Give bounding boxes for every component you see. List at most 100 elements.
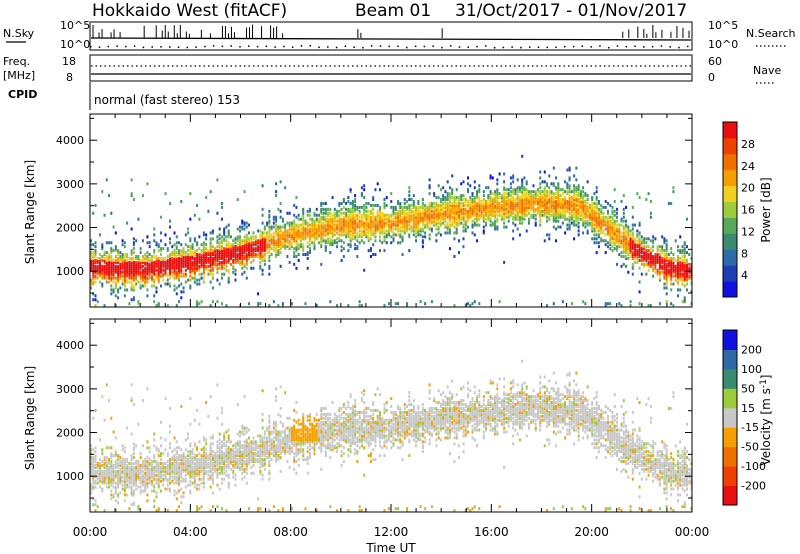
velocity-cell [164,487,167,491]
velocity-cell [112,469,115,473]
power-cell [471,198,474,202]
power-cell [602,219,605,223]
power-cell [564,203,567,207]
power-cell [591,207,594,211]
power-cell [566,217,569,221]
power-cell [615,219,618,223]
velocity-cell [121,461,124,465]
power-cell [401,223,404,227]
power-cell [288,235,291,239]
power-cell [573,219,576,223]
velocity-cell [119,477,122,481]
power-cell [241,266,244,270]
power-cell [573,186,576,190]
power-cell [527,194,530,198]
power-cell [313,243,316,247]
power-cell [137,270,140,274]
velocity-cell [130,454,133,458]
power-cell [426,221,429,225]
power-cell [640,243,643,247]
velocity-cell [105,481,108,485]
colorbar-tick-label: 24 [741,160,755,173]
velocity-cell [144,471,147,475]
power-cell [584,213,587,217]
power-cell [464,203,467,207]
power-cell [406,199,409,203]
power-cell [238,243,241,247]
power-cell [356,231,359,235]
power-cell [117,266,120,270]
power-cell [489,203,492,207]
power-cell [385,213,388,217]
power-cell [173,251,176,255]
velocity-cell [132,479,135,483]
power-cell [444,215,447,219]
power-cell [99,274,102,278]
power-cell [670,262,673,266]
velocity-cell [94,469,97,473]
power-cell [117,280,120,284]
power-cell [268,233,271,237]
velocity-cell [141,475,144,479]
power-cell [428,215,431,219]
power-cell [577,198,580,202]
power-cell [509,198,512,202]
velocity-cell [132,489,135,493]
power-cell [525,207,528,211]
power-cell [146,256,149,260]
power-cell [101,272,104,276]
power-cell [451,190,454,194]
power-cell [148,256,151,260]
power-cell [200,249,203,253]
power-cell [649,215,652,219]
power-cell [685,282,688,286]
power-cell [588,211,591,215]
power-cell [146,266,149,270]
power-cell [324,219,327,223]
power-cell [189,266,192,270]
power-cell [171,245,174,249]
power-cell [412,209,415,213]
power-cell [397,215,400,219]
power-cell [241,272,244,276]
power-cell [690,266,693,270]
power-cell [559,194,562,198]
power-cell [455,188,458,192]
velocity-cell [110,489,113,493]
power-cell [595,203,598,207]
power-cell [417,227,420,231]
power-cell [397,199,400,203]
power-cell [403,209,406,213]
power-cell [293,262,296,266]
power-cell [561,209,564,213]
power-cell [117,272,120,276]
power-cell [462,198,465,202]
power-cell [383,217,386,221]
power-cell [417,205,420,209]
power-cell [516,213,519,217]
power-cell [92,274,95,278]
power-cell [378,221,381,225]
power-cell [548,217,551,221]
power-cell [530,198,533,202]
power-cell [351,217,354,221]
power-cell [661,260,664,264]
power-cell [288,241,291,245]
power-cell [546,219,549,223]
power-cell [281,302,284,306]
velocity-cell [153,465,156,469]
power-cell [286,239,289,243]
power-cell [658,272,661,276]
power-cell [469,211,472,215]
power-cell [245,255,248,259]
power-cell [275,233,278,237]
power-cell [90,262,92,266]
power-cell [435,215,438,219]
power-cell [90,256,92,260]
power-cell [318,221,321,225]
power-cell [421,201,424,205]
velocity-cell [166,483,169,487]
power-cell [302,211,305,215]
velocity-cell [139,485,142,489]
power-cell [476,207,479,211]
